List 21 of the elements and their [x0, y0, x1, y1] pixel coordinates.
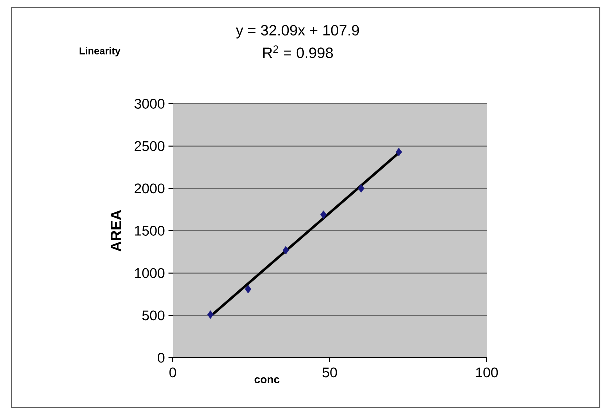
text: y = 32.09x + 107.9	[236, 25, 360, 39]
y-tick-label: 500	[142, 310, 165, 321]
point	[207, 310, 214, 320]
point	[396, 148, 402, 156]
x-axis-title: conc	[254, 378, 280, 384]
point	[358, 184, 365, 193]
x-tick-label: 0	[170, 368, 176, 378]
text: R$^{2}$ = 0.998	[263, 46, 334, 58]
y-tick-label: 2500	[134, 141, 165, 152]
y-tick-label: 1000	[135, 268, 165, 278]
point	[320, 210, 327, 220]
x-tick-label: 50	[322, 368, 338, 378]
point	[245, 285, 252, 294]
x-tick-label: 100	[476, 368, 498, 378]
y-tick-label: 0	[158, 353, 165, 363]
y-tick-label: 3000	[134, 99, 165, 109]
point	[282, 246, 290, 255]
chart-title: Linearity	[80, 47, 121, 57]
y-axis-title: AREA	[111, 210, 122, 252]
y-tick-label: 1500	[135, 226, 165, 236]
y-tick-label: 2000	[134, 184, 165, 194]
